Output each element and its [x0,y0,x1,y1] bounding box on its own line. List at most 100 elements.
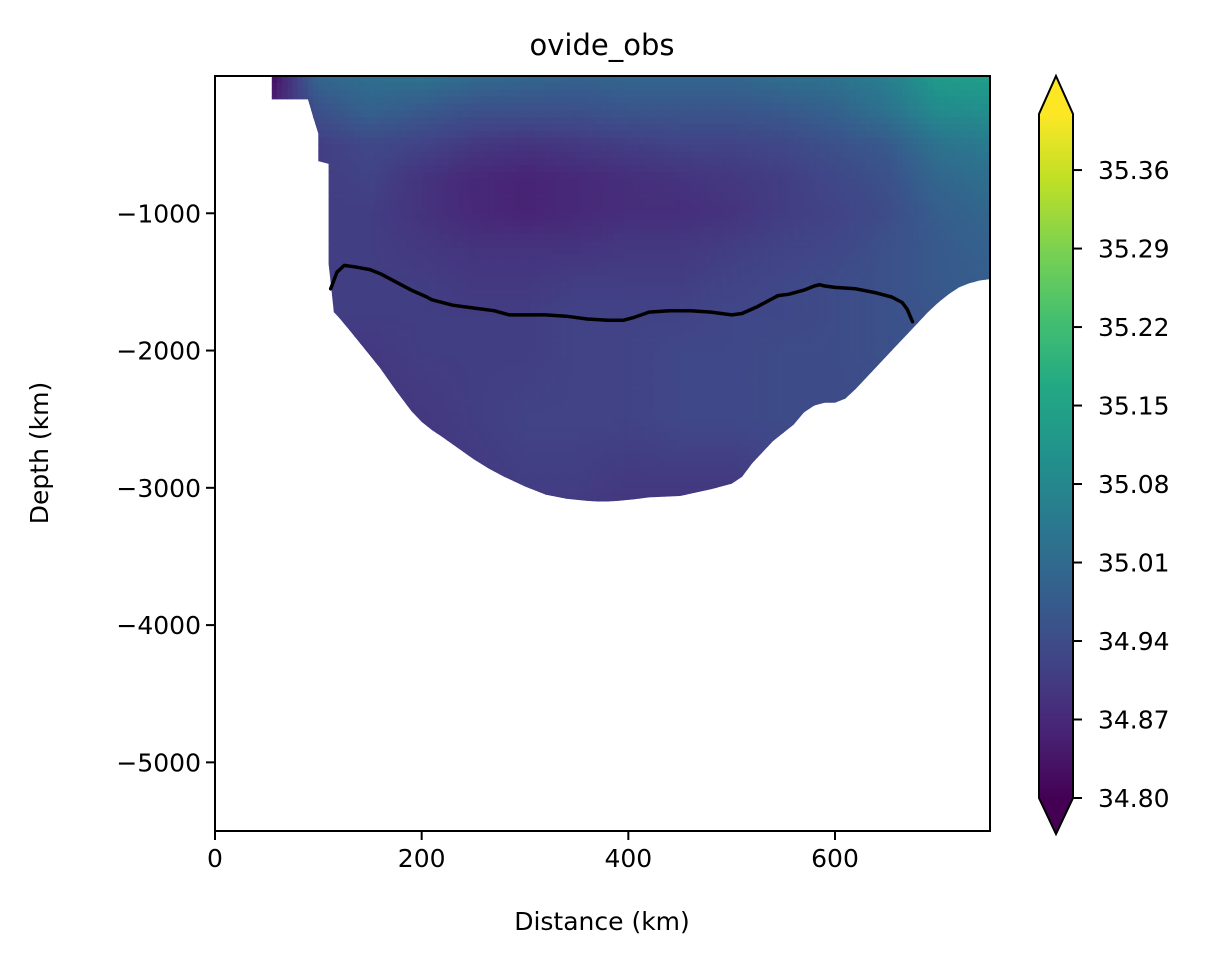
field-cell [519,82,526,91]
field-cell [385,336,392,345]
field-cell [390,378,397,386]
field-cell [499,329,505,338]
field-cell [499,76,505,84]
field-cell [380,103,387,111]
field-cell [333,178,340,187]
field-cell [649,220,655,228]
field-cell [649,446,655,455]
field-cell [643,275,650,283]
field-cell [592,206,598,214]
field-cell [607,391,614,400]
field-cell [519,419,526,427]
field-cell [545,130,552,139]
field-cell [509,240,516,249]
field-cell [509,220,516,228]
field-cell [457,178,464,187]
field-cell [354,275,361,283]
field-cell [566,220,573,228]
field-cell [364,199,371,208]
field-cell [638,199,645,208]
field-cell [488,446,495,455]
field-cell [587,233,593,242]
field-cell [581,419,588,427]
field-cell [592,405,598,413]
field-cell [550,82,557,91]
field-cell [473,185,480,194]
field-cell [483,432,490,441]
field-cell [535,206,542,214]
field-cell [556,261,562,269]
field-cell [468,178,474,187]
field-cell [478,350,485,359]
field-cell [540,261,547,269]
field-cell [530,117,536,125]
field-cell [664,446,671,455]
field-cell [576,364,583,372]
field-cell [649,254,655,262]
field-cell [395,117,402,125]
field-cell [654,453,660,461]
field-cell [587,412,593,420]
field-cell [463,124,469,132]
field-cell [581,89,588,98]
field-cell [302,82,309,91]
field-cell [416,144,423,153]
field-cell [499,247,505,256]
field-cell [643,419,650,427]
field-cell [370,254,376,262]
field-cell [612,494,619,502]
field-cell [504,137,511,146]
field-cell [370,295,376,304]
field-cell [540,474,547,482]
field-cell [339,185,345,194]
field-cell [406,227,412,235]
field-cell [556,172,562,180]
field-cell [380,192,387,201]
field-cell [519,412,526,420]
field-cell [364,117,371,125]
field-cell [509,467,516,475]
field-cell [359,137,366,146]
field-cell [504,165,511,173]
field-cell [349,144,356,153]
field-cell [618,419,624,427]
field-cell [530,384,536,393]
field-cell [509,474,516,482]
field-cell [602,89,609,98]
field-cell [411,268,418,276]
field-cell [571,288,578,297]
field-cell [359,247,366,256]
field-cell [401,247,407,256]
field-cell [447,96,454,105]
field-cell [442,371,449,379]
field-cell [313,103,319,111]
field-cell [406,329,412,338]
field-cell [375,151,381,159]
field-cell [463,110,469,118]
field-cell [447,233,454,242]
field-cell [576,398,583,407]
field-cell [406,82,412,91]
field-cell [514,398,521,407]
field-cell [380,336,387,345]
field-cell [483,268,490,276]
field-cell [499,460,505,468]
field-cell [411,82,418,91]
field-cell [380,165,387,173]
field-cell [530,350,536,359]
field-cell [525,398,531,407]
field-cell [659,364,666,372]
field-cell [618,247,624,256]
field-cell [623,329,629,338]
field-cell [556,343,562,352]
field-cell [612,371,619,379]
field-cell [571,275,578,283]
field-cell [509,76,516,84]
field-cell [556,357,562,365]
field-cell [499,446,505,455]
field-cell [328,254,335,262]
field-cell [370,275,376,283]
field-cell [664,405,671,413]
field-cell [571,96,578,105]
field-cell [432,124,438,132]
